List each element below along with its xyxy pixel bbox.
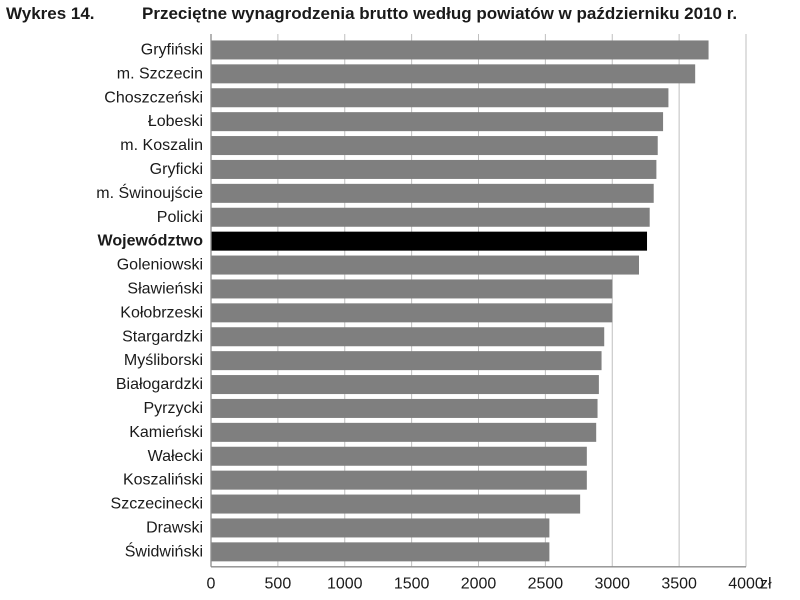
category-label: Choszczeński bbox=[104, 89, 203, 106]
bar bbox=[211, 64, 696, 84]
category-label: m. Koszalin bbox=[120, 137, 203, 154]
x-unit-label: zł bbox=[760, 575, 772, 592]
bar bbox=[211, 207, 650, 227]
bar bbox=[211, 40, 709, 60]
bar bbox=[211, 375, 599, 395]
category-label: Kamieński bbox=[129, 424, 203, 441]
category-label: Myśliborski bbox=[124, 352, 203, 369]
category-label: Białogardzki bbox=[116, 376, 203, 393]
bars bbox=[211, 40, 709, 562]
bar bbox=[211, 542, 550, 562]
category-labels: Gryfiński m. Szczecin Choszczeński Łobeski m… bbox=[96, 41, 203, 560]
category-label: Wałecki bbox=[148, 448, 203, 465]
tick-label: 2500 bbox=[528, 575, 564, 592]
bar bbox=[211, 398, 598, 418]
chart-title-text: Przeciętne wynagrodzenia brutto według p… bbox=[142, 4, 738, 23]
category-label: Koszaliński bbox=[123, 472, 203, 489]
bar bbox=[211, 327, 605, 347]
tick-label: 4000 bbox=[728, 575, 764, 592]
category-label: m. Świnoujście bbox=[96, 183, 203, 202]
bar bbox=[211, 446, 587, 466]
category-label: Łobeski bbox=[148, 113, 203, 130]
category-label: Kołobrzeski bbox=[120, 304, 203, 321]
bar-highlight bbox=[211, 231, 648, 251]
bar bbox=[211, 112, 664, 132]
bar bbox=[211, 255, 639, 275]
bar bbox=[211, 422, 597, 442]
bar bbox=[211, 494, 581, 514]
bar bbox=[211, 518, 550, 538]
tick-label: 1000 bbox=[327, 575, 363, 592]
category-label: m. Szczecin bbox=[117, 65, 203, 82]
category-label: Województwo bbox=[98, 233, 204, 250]
chart-title: Wykres 14. Przeciętne wynagrodzenia brutt… bbox=[6, 3, 737, 25]
category-label: Goleniowski bbox=[117, 257, 203, 274]
bar bbox=[211, 303, 613, 323]
bar bbox=[211, 183, 654, 203]
bar bbox=[211, 351, 602, 371]
bar bbox=[211, 470, 587, 490]
tick-label: 0 bbox=[207, 575, 216, 592]
category-label: Świdwiński bbox=[125, 541, 203, 560]
category-label: Pyrzycki bbox=[143, 400, 203, 417]
tick-label: 500 bbox=[265, 575, 292, 592]
category-label: Sławieński bbox=[127, 280, 203, 297]
figure-label: Wykres 14. bbox=[6, 4, 95, 23]
bar bbox=[211, 159, 657, 179]
bar bbox=[211, 279, 613, 299]
bar bbox=[211, 88, 669, 108]
category-label: Policki bbox=[157, 209, 203, 226]
tick-label: 1500 bbox=[394, 575, 430, 592]
category-label: Szczecinecki bbox=[111, 496, 203, 513]
category-label: Gryficki bbox=[150, 161, 203, 178]
tick-label: 2000 bbox=[461, 575, 497, 592]
category-label: Stargardzki bbox=[122, 328, 203, 345]
category-label: Drawski bbox=[146, 519, 203, 536]
tick-label: 3000 bbox=[594, 575, 630, 592]
bar bbox=[211, 136, 658, 156]
category-label: Gryfiński bbox=[141, 41, 203, 58]
tick-label: 3500 bbox=[661, 575, 697, 592]
